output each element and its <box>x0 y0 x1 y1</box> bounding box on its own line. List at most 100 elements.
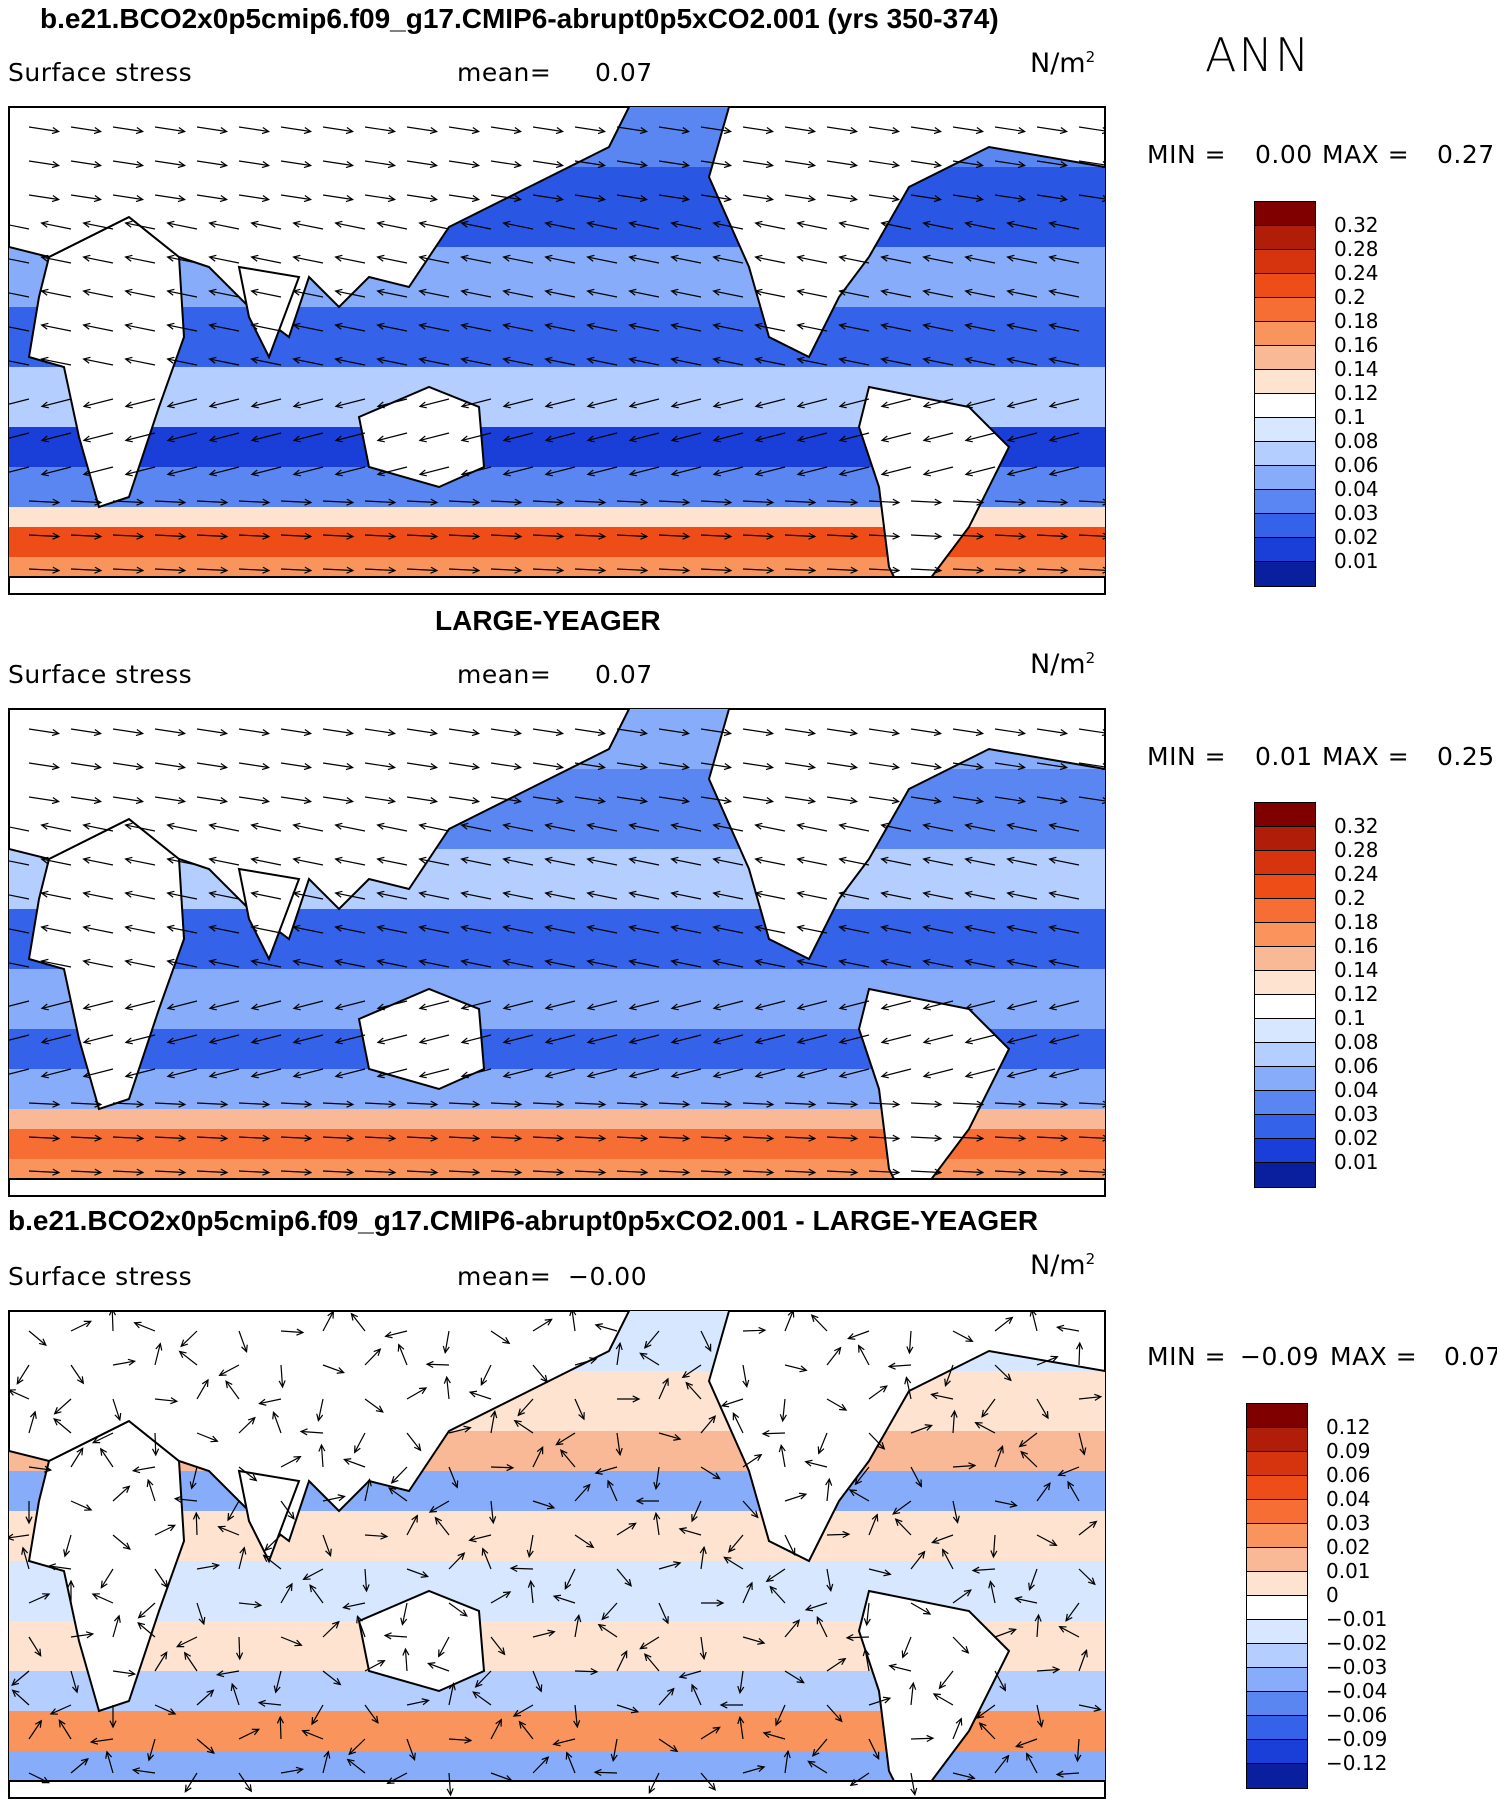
wind-vector-head <box>594 1323 603 1331</box>
wind-vector-head <box>850 1134 859 1142</box>
wind-vector <box>868 1738 880 1760</box>
wind-vector <box>364 568 395 572</box>
wind-vector <box>125 358 156 366</box>
wind-vector-head <box>52 1168 61 1176</box>
wind-vector-head <box>976 1711 985 1719</box>
wind-vector <box>50 1704 72 1715</box>
wind-vector-head <box>699 1651 707 1661</box>
wind-vector <box>293 256 324 264</box>
colorbar-swatch <box>1255 923 1315 947</box>
wind-vector <box>755 358 786 366</box>
wind-vector-head <box>662 1616 669 1625</box>
wind-vector <box>280 1500 295 1520</box>
wind-vector-head <box>597 161 607 169</box>
wind-vector-head <box>114 1412 122 1422</box>
panel3-mean-value: −0.00 <box>568 1262 648 1291</box>
wind-vector <box>721 1398 744 1407</box>
field-shading <box>9 1109 1105 1129</box>
wind-vector <box>406 1136 437 1140</box>
wind-vector <box>658 1432 681 1440</box>
wind-vector <box>180 1330 198 1347</box>
wind-vector <box>713 1034 744 1044</box>
wind-vector-head <box>808 498 817 506</box>
wind-vector-head <box>124 401 133 409</box>
wind-vector <box>64 1534 72 1557</box>
colorbar-tick-label: 0.28 <box>1334 838 1379 862</box>
wind-vector <box>251 960 282 968</box>
wind-vector <box>981 1398 996 1418</box>
wind-vector-head <box>975 195 985 203</box>
wind-vector <box>553 1738 576 1745</box>
wind-vector <box>868 796 899 803</box>
wind-vector <box>251 290 282 298</box>
wind-stress-vectors <box>9 126 1105 574</box>
wind-vector <box>763 1732 786 1740</box>
wind-vector-head <box>796 924 805 932</box>
wind-vector-head <box>1017 161 1027 169</box>
wind-vector <box>406 1515 418 1536</box>
wind-vector-head <box>136 1168 145 1176</box>
wind-vector-head <box>471 763 481 771</box>
wind-vector <box>209 324 240 332</box>
wind-vector <box>41 1000 72 1010</box>
wind-vector-head <box>376 822 385 830</box>
wind-vector-head <box>880 1071 889 1079</box>
wind-vector <box>532 728 563 735</box>
wind-vector-head <box>586 356 595 364</box>
wind-vector <box>448 1102 479 1106</box>
wind-vector-head <box>891 729 901 737</box>
wind-vector-head <box>1059 195 1069 203</box>
wind-vector <box>70 160 101 167</box>
wind-vector-head <box>376 958 385 966</box>
wind-vector-head <box>1006 924 1015 932</box>
wind-vector <box>154 762 185 769</box>
wind-vector <box>607 1480 618 1502</box>
wind-vector <box>797 256 828 264</box>
colorbar-swatch <box>1247 1620 1307 1644</box>
wind-vector <box>364 1136 395 1140</box>
wind-vector <box>196 1170 227 1174</box>
wind-vector-head <box>850 498 859 506</box>
wind-vector <box>461 824 492 832</box>
wind-vector-head <box>976 498 985 506</box>
wind-vector <box>335 858 366 866</box>
wind-vector-head <box>177 797 187 805</box>
wind-vector-head <box>93 763 103 771</box>
wind-vector <box>154 1102 185 1106</box>
wind-vector-head <box>460 856 469 864</box>
wind-vector <box>280 1364 284 1387</box>
wind-vector <box>629 926 660 934</box>
wind-vector <box>864 1649 870 1672</box>
wind-vector <box>461 1034 492 1044</box>
wind-vector <box>12 1689 30 1706</box>
wind-vector-head <box>934 1100 943 1108</box>
wind-vector-head <box>376 924 385 932</box>
wind-vector <box>461 432 492 442</box>
wind-vector <box>133 1466 156 1472</box>
wind-vector <box>9 292 30 298</box>
wind-vector-head <box>155 1342 163 1351</box>
wind-vector <box>167 432 198 442</box>
wind-vector-head <box>362 1584 370 1593</box>
wind-vector <box>1036 1704 1043 1727</box>
wind-vector-head <box>334 958 343 966</box>
wind-vector <box>167 960 198 968</box>
wind-vector-head <box>1059 127 1069 135</box>
wind-vector-head <box>502 401 511 409</box>
wind-vector-head <box>807 195 817 203</box>
wind-vector <box>70 1136 101 1140</box>
wind-vector <box>640 1352 660 1366</box>
wind-vector <box>952 1500 959 1523</box>
wind-vector <box>532 1318 552 1332</box>
wind-vector-head <box>1017 195 1027 203</box>
wind-vector <box>850 1772 870 1786</box>
wind-vector <box>1049 892 1080 900</box>
wind-vector-head <box>82 322 91 330</box>
wind-vector-head <box>673 1561 682 1569</box>
wind-vector <box>377 290 408 298</box>
wind-vector-head <box>342 1602 351 1610</box>
wind-vector <box>532 1170 563 1174</box>
wind-vector-head <box>497 1647 506 1656</box>
wind-vector-head <box>411 1514 418 1523</box>
wind-vector-head <box>460 958 469 966</box>
